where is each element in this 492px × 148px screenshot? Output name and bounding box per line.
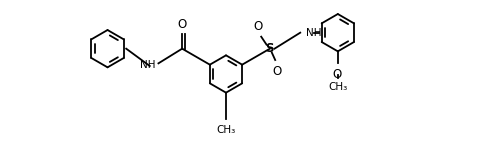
Text: CH₃: CH₃ [328,82,347,92]
Text: O: O [178,18,187,31]
Text: S: S [266,42,274,55]
Text: NH: NH [140,60,155,70]
Text: O: O [333,68,342,81]
Text: NH: NH [306,28,321,38]
Text: O: O [253,20,263,33]
Text: CH₃: CH₃ [216,125,236,135]
Text: O: O [272,65,281,78]
